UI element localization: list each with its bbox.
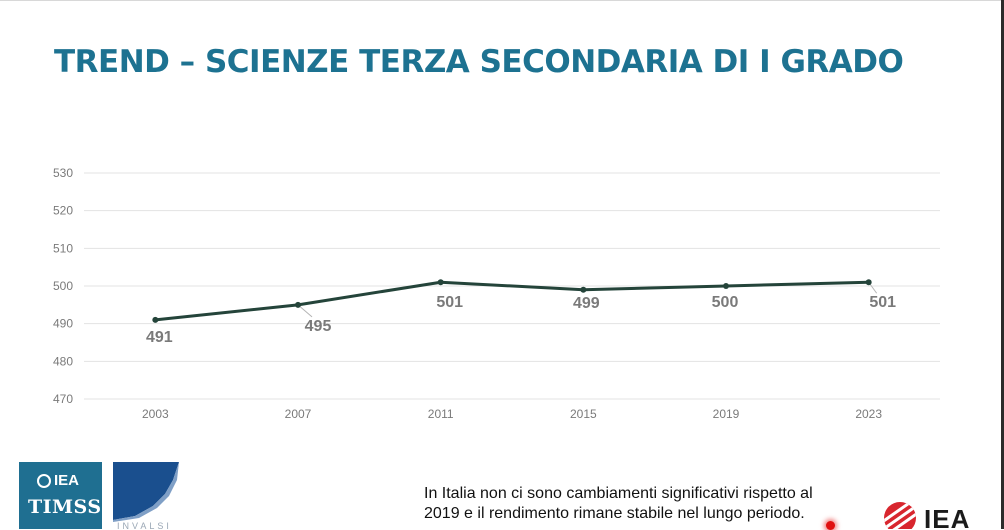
y-tick-label: 520: [53, 204, 73, 218]
y-axis-ticks: 470 480 490 500 510 520 530: [53, 166, 73, 406]
data-label: 501: [869, 294, 896, 311]
y-tick-label: 500: [53, 279, 73, 293]
chart-gridlines: [84, 172, 940, 400]
invalsi-sail-icon: [113, 462, 179, 522]
data-label: 499: [573, 295, 600, 312]
x-tick-label: 2023: [855, 407, 882, 421]
data-point: [295, 301, 302, 308]
iea-globe-icon: [884, 502, 916, 529]
globe-icon: [37, 473, 51, 488]
y-tick-label: 530: [53, 166, 73, 180]
data-label: 500: [712, 294, 739, 311]
x-tick-label: 2003: [142, 407, 169, 421]
timss-iea-mark: IEA: [37, 472, 79, 489]
x-tick-label: 2011: [428, 407, 454, 421]
data-points: [152, 279, 872, 323]
laser-pointer: [826, 521, 835, 530]
iea-wordmark: IEA: [924, 504, 971, 529]
data-point: [865, 279, 872, 286]
slide-caption: In Italia non ci sono cambiamenti signif…: [424, 485, 813, 522]
x-tick-label: 2007: [285, 407, 312, 421]
x-tick-label: 2019: [713, 407, 740, 421]
iea-logo: IEA: [884, 502, 1004, 529]
series-line-scienze: [153, 280, 871, 322]
x-axis-ticks: 2003 2007 2011 2015 2019 2023: [142, 407, 882, 421]
series-line-layer: [153, 280, 871, 322]
data-point: [152, 316, 159, 323]
data-point: [580, 286, 587, 293]
data-point: [723, 283, 730, 289]
data-point: [437, 279, 444, 286]
label-leader: [297, 304, 313, 318]
window-right-edge: [1001, 0, 1004, 529]
y-tick-label: 490: [53, 317, 73, 331]
data-labels: 491 495 501 499 500 501: [146, 294, 896, 346]
timss-iea-text: IEA: [54, 472, 80, 489]
data-label: 491: [146, 329, 173, 346]
timss-wordmark: TIMSS: [28, 496, 102, 518]
data-label: 495: [305, 318, 332, 335]
invalsi-logo: INVALSI: [113, 462, 181, 529]
timss-logo: IEA TIMSS: [19, 462, 102, 529]
y-tick-label: 480: [53, 354, 73, 368]
y-tick-label: 470: [53, 392, 73, 406]
invalsi-wordmark: INVALSI: [117, 521, 172, 529]
data-label: 501: [436, 294, 463, 311]
slide-title: TREND – SCIENZE TERZA SECONDARIA DI I GR…: [54, 44, 904, 80]
x-tick-label: 2015: [570, 407, 597, 421]
y-tick-label: 510: [53, 241, 73, 255]
slide-top-border: [0, 0, 1004, 1]
